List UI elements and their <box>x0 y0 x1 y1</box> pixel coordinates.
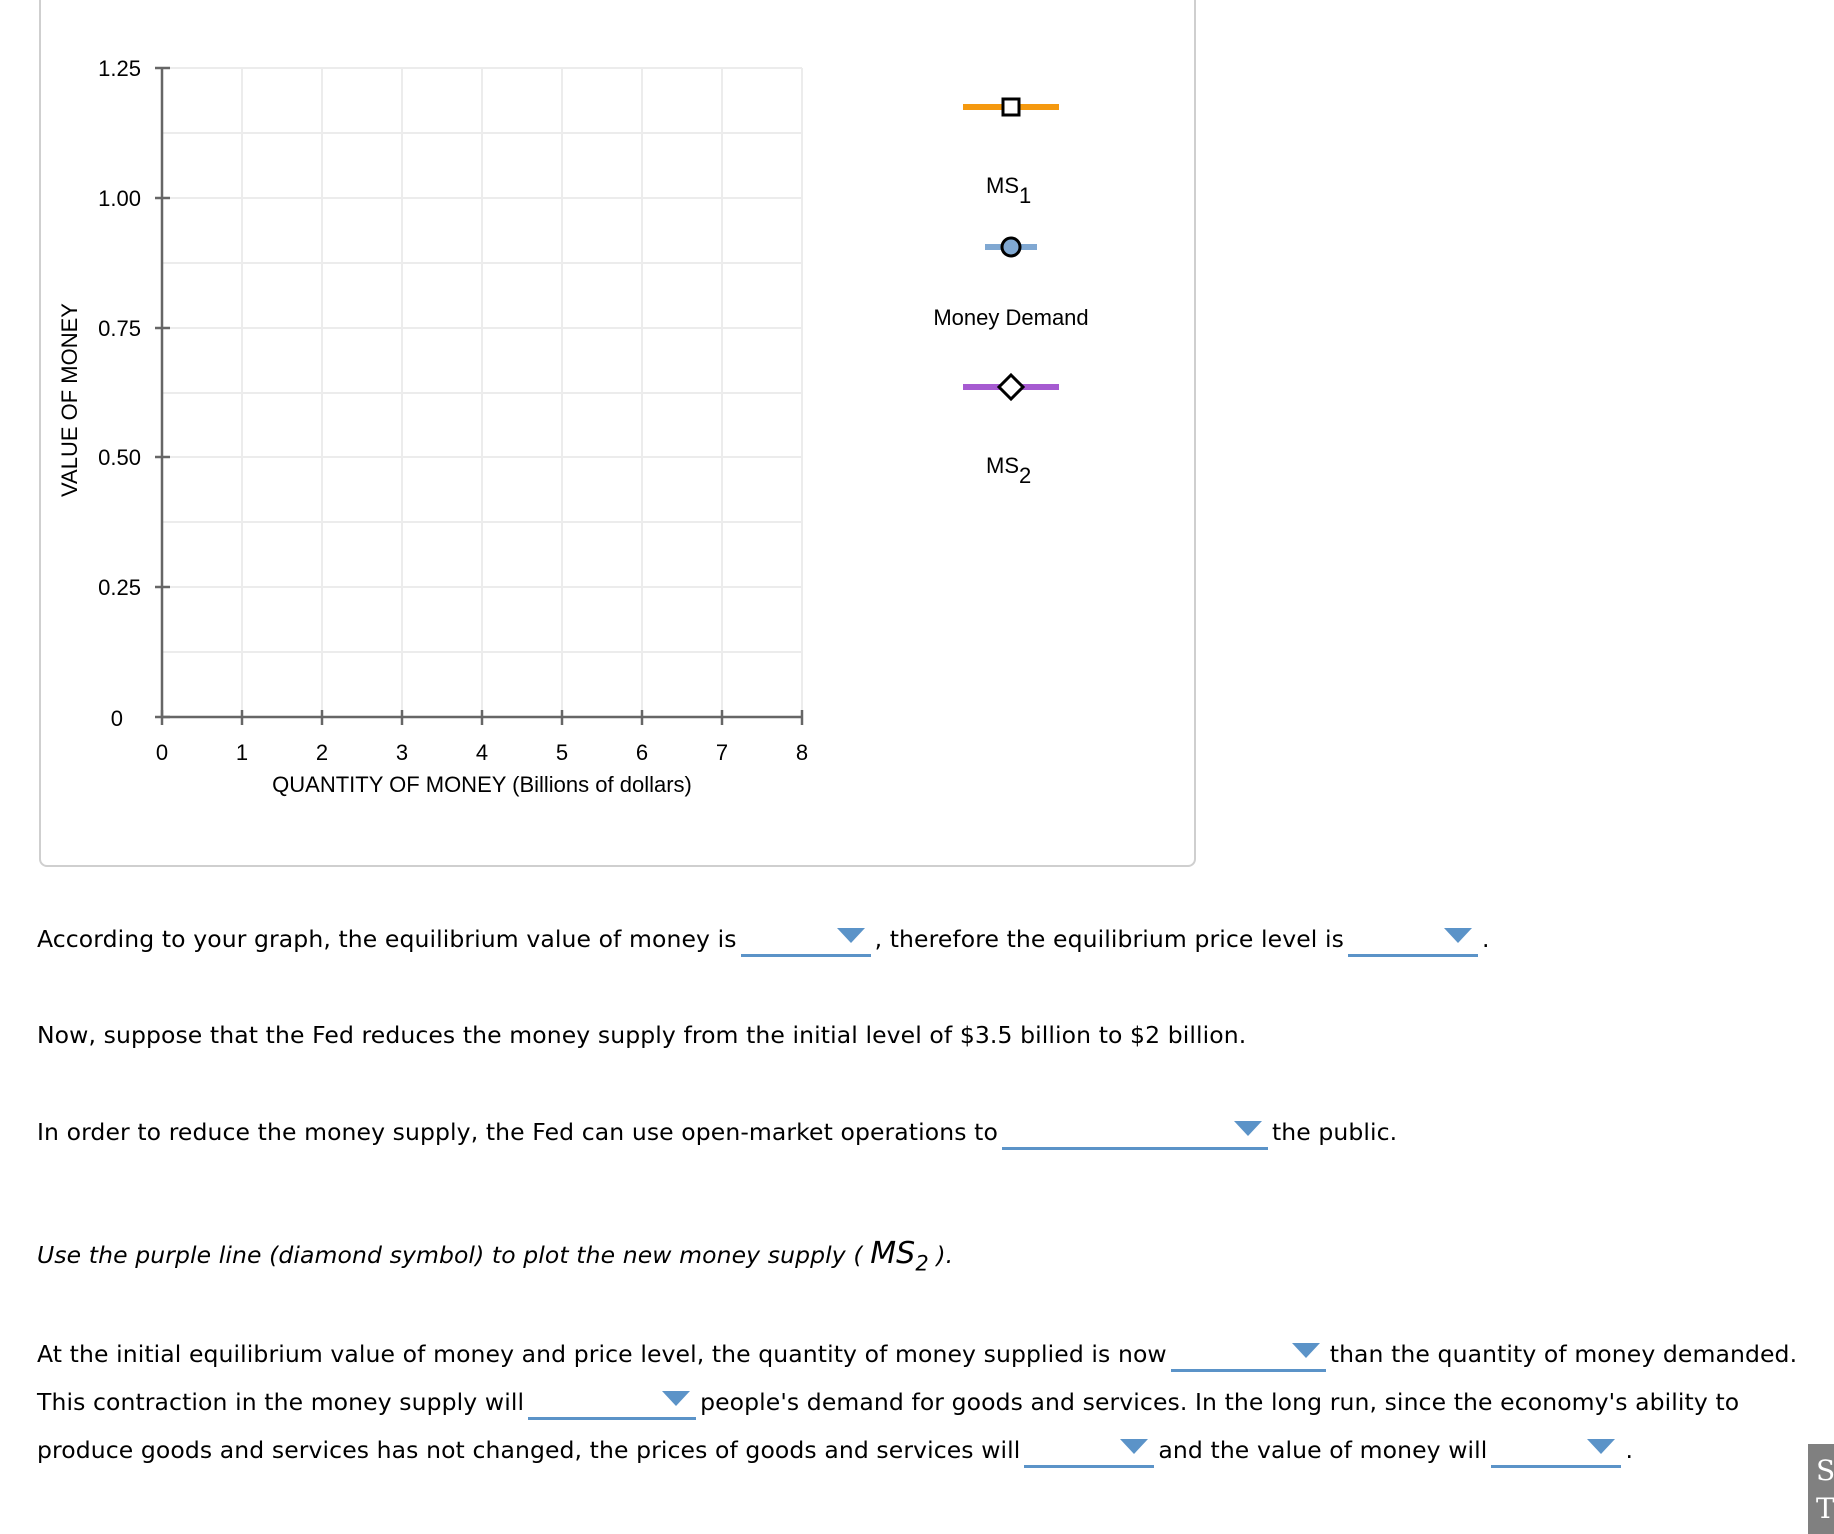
svg-text:6: 6 <box>636 740 648 765</box>
dropdown-arrow-icon <box>1120 1439 1149 1454</box>
equilibrium-price-level-dropdown[interactable] <box>1347 924 1478 957</box>
equilibrium-value-dropdown[interactable] <box>740 924 871 957</box>
question-5-line-3: produce goods and services has not chang… <box>37 1435 1633 1468</box>
svg-text:1: 1 <box>236 740 248 765</box>
legend-money-demand[interactable] <box>985 236 1037 258</box>
side-button-line-1: S <box>1816 1454 1834 1487</box>
svg-text:8: 8 <box>796 740 808 765</box>
q5-text-2a: This contraction in the money supply wil… <box>37 1388 525 1416</box>
supplied-vs-demanded-dropdown[interactable] <box>1170 1339 1326 1372</box>
x-axis-label: QUANTITY OF MONEY (Billions of dollars) <box>272 772 692 797</box>
open-market-operation-dropdown[interactable] <box>1001 1117 1268 1150</box>
dropdown-arrow-icon <box>1233 1121 1262 1136</box>
prices-change-dropdown[interactable] <box>1024 1435 1155 1468</box>
question-5-line-1: At the initial equilibrium value of mone… <box>37 1339 1797 1372</box>
q5-text-1b: than the quantity of money demanded. <box>1329 1340 1798 1368</box>
money-market-graph[interactable]: 1.25 1.00 0.75 0.50 0.25 0 0 1 2 3 4 5 6… <box>0 0 1834 880</box>
q4-text-a: Use the purple line (diamond symbol) to … <box>37 1241 863 1269</box>
diamond-marker-icon <box>996 372 1026 402</box>
ms2-symbol: MS2 <box>870 1236 929 1276</box>
svg-text:0.25: 0.25 <box>98 575 141 600</box>
svg-text:1.00: 1.00 <box>98 186 141 211</box>
dropdown-arrow-icon <box>1443 928 1472 943</box>
q5-text-3b: and the value of money will <box>1158 1436 1488 1464</box>
q5-text-3a: produce goods and services has not chang… <box>37 1436 1021 1464</box>
svg-text:0.75: 0.75 <box>98 316 141 341</box>
dropdown-arrow-icon <box>1291 1343 1320 1358</box>
svg-text:0.50: 0.50 <box>98 445 141 470</box>
question-open-market: In order to reduce the money supply, the… <box>37 1117 1397 1150</box>
q3-text-a: In order to reduce the money supply, the… <box>37 1118 998 1146</box>
svg-text:5: 5 <box>556 740 568 765</box>
dropdown-arrow-icon <box>1587 1439 1616 1454</box>
q4-text-b: ). <box>936 1241 954 1269</box>
q1-text-b: , therefore the equilibrium price level … <box>874 925 1344 953</box>
q1-text-c: . <box>1481 925 1490 953</box>
q1-text-a: According to your graph, the equilibrium… <box>37 925 737 953</box>
q5-text-2b: people's demand for goods and services. … <box>700 1388 1740 1416</box>
q5-text-3c: . <box>1625 1436 1634 1464</box>
svg-text:4: 4 <box>476 740 488 765</box>
question-fed-reduces: Now, suppose that the Fed reduces the mo… <box>37 1021 1247 1049</box>
x-tick-labels: 0 1 2 3 4 5 6 7 8 <box>156 740 808 765</box>
question-equilibrium: According to your graph, the equilibrium… <box>37 924 1490 957</box>
svg-text:3: 3 <box>396 740 408 765</box>
q5-text-1a: At the initial equilibrium value of mone… <box>37 1340 1167 1368</box>
legend-ms1-label: MS1 <box>986 173 1031 208</box>
graph-panel <box>39 0 1196 867</box>
grid <box>162 67 803 717</box>
legend-money-demand-label: Money Demand <box>933 305 1088 330</box>
demand-effect-dropdown[interactable] <box>528 1387 697 1420</box>
svg-text:0: 0 <box>111 706 123 731</box>
side-button-line-2: T <box>1816 1492 1834 1525</box>
y-tick-labels: 1.25 1.00 0.75 0.50 0.25 0 <box>98 56 141 731</box>
legend-ms2-label: MS2 <box>986 453 1031 488</box>
dropdown-arrow-icon <box>662 1391 691 1406</box>
question-5-line-2: This contraction in the money supply wil… <box>37 1387 1739 1420</box>
svg-text:1.25: 1.25 <box>98 56 141 81</box>
side-button[interactable]: S T <box>1808 1444 1834 1534</box>
legend-ms2[interactable] <box>963 372 1059 402</box>
square-marker-icon <box>1001 97 1021 117</box>
dropdown-arrow-icon <box>836 928 865 943</box>
svg-text:0: 0 <box>156 740 168 765</box>
instruction-plot-ms2: Use the purple line (diamond symbol) to … <box>37 1236 953 1275</box>
q3-text-b: the public. <box>1271 1118 1398 1146</box>
y-axis-label: VALUE OF MONEY <box>57 303 82 497</box>
value-change-dropdown[interactable] <box>1491 1435 1622 1468</box>
legend-ms1[interactable] <box>963 97 1059 117</box>
svg-text:7: 7 <box>716 740 728 765</box>
svg-text:2: 2 <box>316 740 328 765</box>
axes <box>155 66 804 725</box>
circle-marker-icon <box>1000 236 1022 258</box>
